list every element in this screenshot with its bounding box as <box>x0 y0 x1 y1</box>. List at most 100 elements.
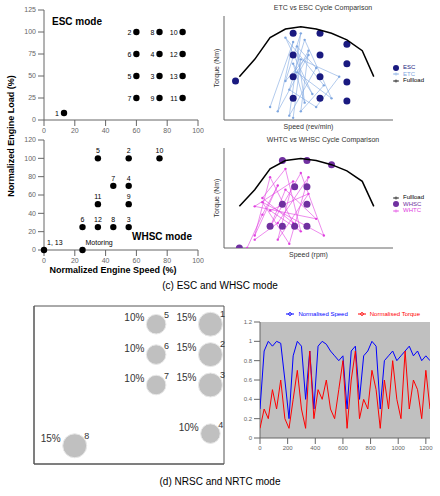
svg-text:7: 7 <box>111 175 115 182</box>
svg-text:1, 13: 1, 13 <box>47 239 63 246</box>
svg-text:4: 4 <box>127 175 131 182</box>
svg-text:7: 7 <box>127 95 131 102</box>
svg-text:10: 10 <box>156 147 164 154</box>
svg-text:75: 75 <box>28 50 36 57</box>
svg-text:1: 1 <box>220 309 225 319</box>
html-text:ETC: ETC <box>403 70 415 77</box>
svg-text:10%: 10% <box>124 312 144 323</box>
html-text:Normalized Engine Speed (%): Normalized Engine Speed (%) <box>49 265 177 275</box>
svg-text:0: 0 <box>32 116 36 123</box>
svg-text:4: 4 <box>151 51 155 58</box>
html-text:Normalized Engine Load (%): Normalized Engine Load (%) <box>6 75 16 197</box>
svg-text:9: 9 <box>151 95 155 102</box>
svg-text:5: 5 <box>96 147 100 154</box>
svg-text:Motoring: Motoring <box>86 239 113 247</box>
svg-text:600: 600 <box>338 445 349 450</box>
svg-text:0.8: 0.8 <box>244 358 253 364</box>
svg-text:Speed (rev/min): Speed (rev/min) <box>284 123 334 131</box>
svg-text:6: 6 <box>127 51 131 58</box>
svg-text:2: 2 <box>220 339 225 349</box>
svg-text:0.4: 0.4 <box>244 396 253 402</box>
svg-text:10%: 10% <box>124 373 144 384</box>
html-text:WHTC: WHTC <box>403 207 421 214</box>
svg-text:6: 6 <box>164 341 169 351</box>
svg-text:8: 8 <box>84 431 89 441</box>
svg-text:25: 25 <box>28 94 36 101</box>
svg-text:2: 2 <box>127 29 131 36</box>
html-text:WHSC mode: WHSC mode <box>132 231 192 242</box>
svg-text:400: 400 <box>310 445 321 450</box>
svg-text:100: 100 <box>24 155 36 162</box>
svg-text:50: 50 <box>28 72 36 79</box>
svg-text:100: 100 <box>192 257 204 264</box>
svg-text:20: 20 <box>28 228 36 235</box>
svg-text:9: 9 <box>127 193 131 200</box>
svg-text:Torque (Nm): Torque (Nm) <box>213 179 221 218</box>
svg-text:0: 0 <box>42 127 46 134</box>
svg-text:0: 0 <box>32 246 36 253</box>
svg-text:15%: 15% <box>41 433 61 444</box>
svg-text:60: 60 <box>133 127 141 134</box>
html-text:Fullload: Fullload <box>403 194 424 201</box>
svg-text:80: 80 <box>28 173 36 180</box>
svg-text:3: 3 <box>127 216 131 223</box>
svg-text:200: 200 <box>283 445 294 450</box>
svg-text:Speed (rpm): Speed (rpm) <box>289 251 328 259</box>
svg-text:20: 20 <box>71 127 79 134</box>
svg-text:120: 120 <box>24 136 36 143</box>
html-text:(d) NRSC and NRTC mode: (d) NRSC and NRTC mode <box>159 476 281 487</box>
svg-text:10: 10 <box>170 29 178 36</box>
svg-text:8: 8 <box>111 216 115 223</box>
html-text:(c) ESC and WHSC mode: (c) ESC and WHSC mode <box>162 280 278 291</box>
svg-text:100: 100 <box>24 28 36 35</box>
svg-text:1: 1 <box>55 110 59 117</box>
svg-text:7: 7 <box>164 371 169 381</box>
svg-text:0.6: 0.6 <box>244 377 253 383</box>
svg-text:Torque (Nm): Torque (Nm) <box>213 49 221 88</box>
svg-text:60: 60 <box>133 257 141 264</box>
svg-text:1200: 1200 <box>419 445 432 450</box>
svg-text:800: 800 <box>366 445 377 450</box>
svg-text:0: 0 <box>249 435 253 441</box>
svg-text:12: 12 <box>94 216 102 223</box>
svg-text:4: 4 <box>218 420 223 430</box>
svg-text:1: 1 <box>249 338 253 344</box>
svg-text:1.2: 1.2 <box>244 319 253 325</box>
html-text:WHSC: WHSC <box>403 200 422 207</box>
svg-text:80: 80 <box>163 127 171 134</box>
svg-text:5: 5 <box>164 310 169 320</box>
svg-text:10%: 10% <box>179 422 199 433</box>
svg-text:15%: 15% <box>176 372 196 383</box>
html-text:Normalised Speed: Normalised Speed <box>298 310 348 317</box>
svg-text:3: 3 <box>220 370 225 380</box>
svg-text:0: 0 <box>258 445 262 450</box>
svg-text:5: 5 <box>127 73 131 80</box>
svg-text:60: 60 <box>28 191 36 198</box>
svg-text:11: 11 <box>94 193 101 200</box>
svg-text:40: 40 <box>28 210 36 217</box>
svg-text:1000: 1000 <box>392 445 406 450</box>
svg-text:40: 40 <box>102 257 110 264</box>
svg-text:2: 2 <box>127 147 131 154</box>
svg-text:40: 40 <box>102 127 110 134</box>
svg-text:125: 125 <box>24 6 36 13</box>
svg-text:0: 0 <box>42 257 46 264</box>
svg-text:8: 8 <box>151 29 155 36</box>
svg-text:13: 13 <box>170 73 178 80</box>
html-text:Fullload: Fullload <box>403 77 424 84</box>
svg-text:15%: 15% <box>176 342 196 353</box>
svg-text:6: 6 <box>81 216 85 223</box>
html-text:ETC vs ESC Cycle Comparison: ETC vs ESC Cycle Comparison <box>273 4 373 11</box>
svg-text:10%: 10% <box>124 343 144 354</box>
html-text:ESC mode: ESC mode <box>52 16 102 27</box>
svg-text:12: 12 <box>170 51 178 58</box>
html-text:ESC: ESC <box>403 64 416 71</box>
svg-text:20: 20 <box>71 257 79 264</box>
svg-text:3: 3 <box>151 73 155 80</box>
svg-text:80: 80 <box>163 257 171 264</box>
svg-text:11: 11 <box>170 95 177 102</box>
html-text:WHTC vs WHSC Cycle Comparison: WHTC vs WHSC Cycle Comparison <box>266 136 380 143</box>
svg-text:15%: 15% <box>176 312 196 323</box>
svg-text:100: 100 <box>192 127 204 134</box>
svg-text:0.2: 0.2 <box>244 416 253 422</box>
